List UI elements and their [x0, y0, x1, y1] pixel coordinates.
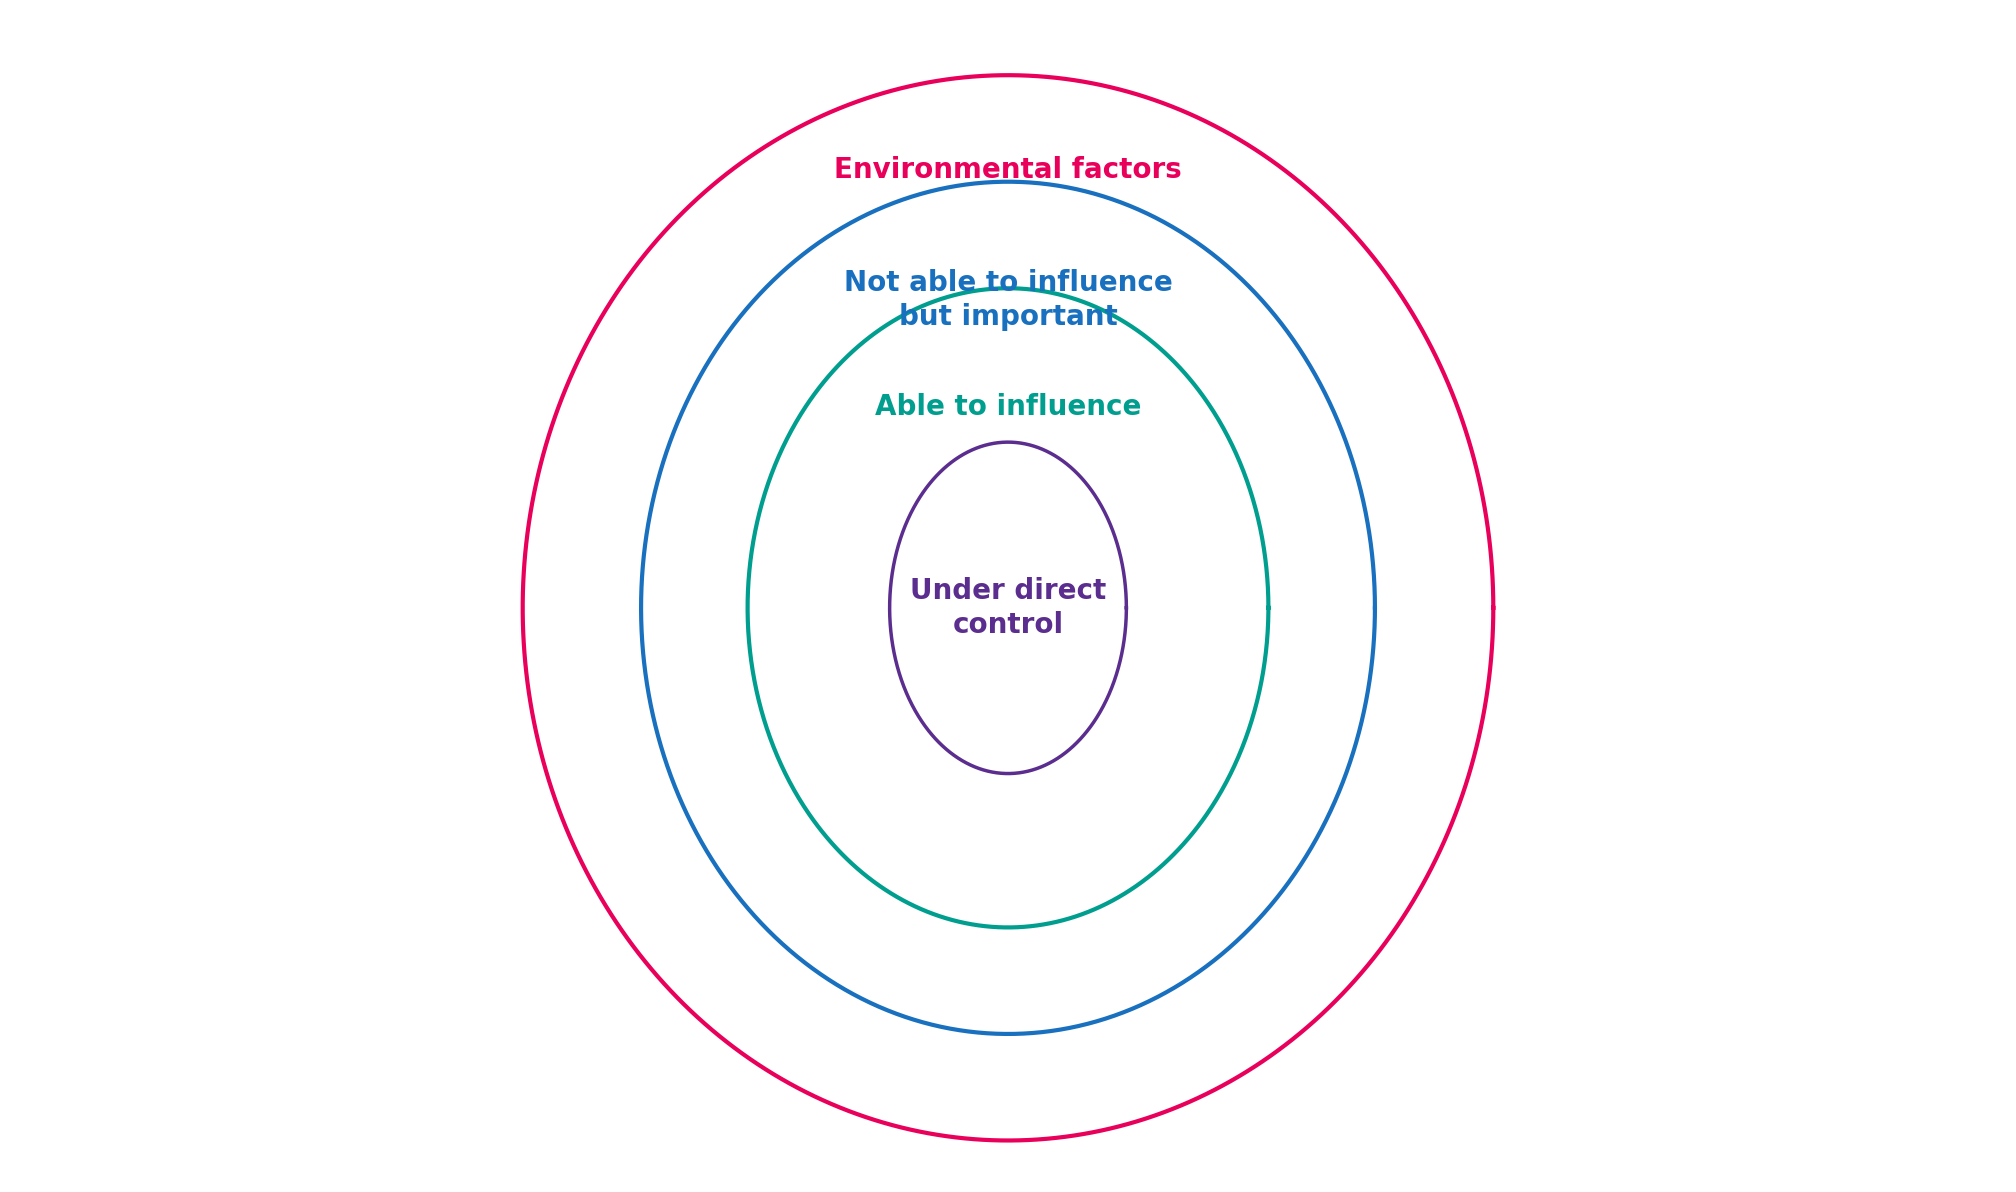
Text: Under direct
control: Under direct control	[909, 577, 1107, 639]
Text: Environmental factors: Environmental factors	[835, 156, 1181, 184]
Text: Not able to influence
but important: Not able to influence but important	[843, 268, 1173, 331]
Text: Able to influence: Able to influence	[875, 392, 1141, 421]
